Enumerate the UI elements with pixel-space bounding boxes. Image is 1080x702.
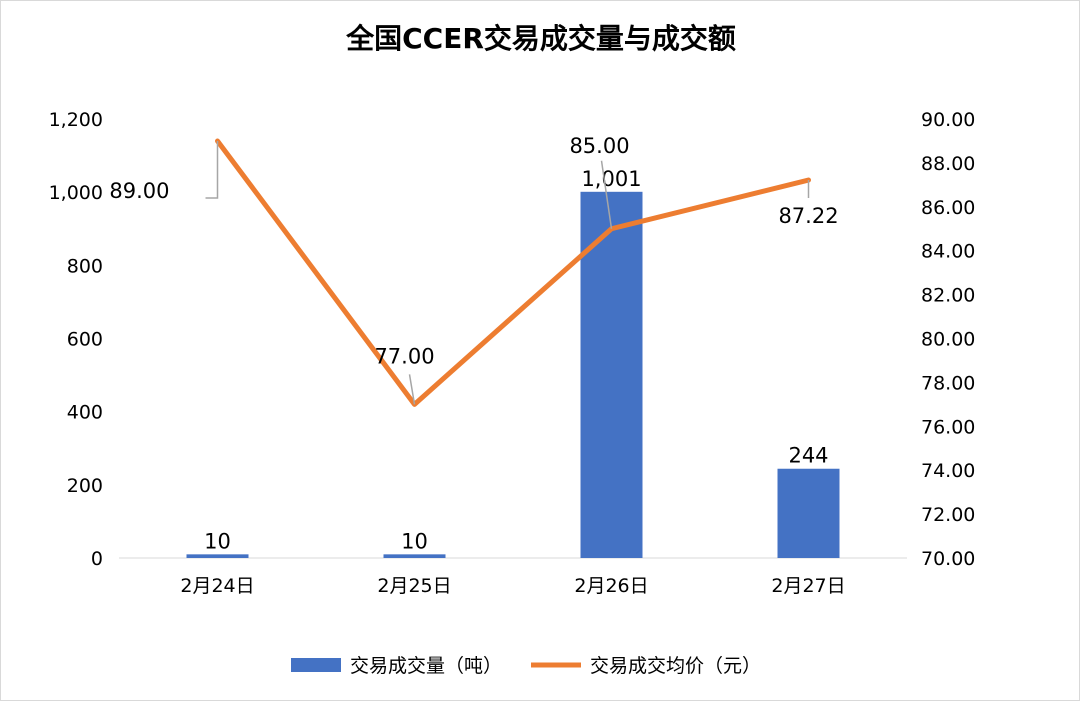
leader-line	[205, 140, 219, 199]
right-tick-label: 88.00	[921, 153, 975, 175]
left-axis: 0 200 400 600 800 1,000 1,200	[49, 109, 103, 570]
bar-data-label: 1,001	[581, 167, 641, 191]
bar-data-labels: 10 10 1,001 244	[204, 167, 828, 554]
right-axis: 70.00 72.00 74.00 76.00 78.00 80.00 82.00 84.00…	[921, 109, 975, 570]
right-tick-label: 72.00	[921, 504, 975, 526]
right-tick-label: 86.00	[921, 197, 975, 219]
line-series	[215, 138, 811, 407]
line-data-labels: 89.00 77.00 85.00 87.22	[109, 134, 839, 405]
right-tick-label: 74.00	[921, 460, 975, 482]
legend-bar-swatch	[291, 658, 341, 672]
left-tick-label: 600	[67, 329, 103, 351]
right-tick-label: 84.00	[921, 241, 975, 263]
category-axis: 2月24日 2月25日 2月26日 2月27日	[180, 575, 845, 597]
line-data-label: 87.22	[778, 204, 838, 228]
left-tick-label: 200	[67, 475, 103, 497]
bar-data-label: 244	[788, 444, 828, 468]
bar-data-label: 10	[401, 529, 428, 553]
left-tick-label: 0	[91, 548, 103, 570]
bar-series	[186, 191, 840, 558]
left-tick-label: 400	[67, 402, 103, 424]
bar	[777, 468, 840, 558]
bar	[186, 554, 249, 558]
price-line	[215, 138, 811, 407]
category-label: 2月26日	[574, 575, 648, 597]
right-tick-label: 78.00	[921, 372, 975, 394]
bar	[383, 554, 446, 558]
bar	[580, 191, 643, 558]
right-tick-label: 90.00	[921, 109, 975, 131]
right-tick-label: 76.00	[921, 416, 975, 438]
leader-line	[408, 374, 416, 405]
right-tick-label: 70.00	[921, 548, 975, 570]
legend: 交易成交量（吨） 交易成交均价（元）	[291, 655, 761, 677]
line-data-label: 89.00	[109, 179, 169, 203]
line-data-label: 85.00	[569, 134, 629, 158]
left-tick-label: 1,000	[49, 182, 103, 204]
legend-bar-label: 交易成交量（吨）	[350, 655, 502, 677]
category-label: 2月24日	[180, 575, 254, 597]
right-tick-label: 82.00	[921, 285, 975, 307]
leader-line	[600, 160, 613, 229]
right-tick-label: 80.00	[921, 329, 975, 351]
category-label: 2月25日	[377, 575, 451, 597]
category-label: 2月27日	[771, 575, 845, 597]
chart-title: 全国CCER交易成交量与成交额	[345, 22, 736, 55]
legend-line-label: 交易成交均价（元）	[590, 655, 761, 677]
bar-data-label: 10	[204, 529, 231, 553]
left-tick-label: 800	[67, 255, 103, 277]
left-tick-label: 1,200	[49, 109, 103, 131]
line-data-label: 77.00	[374, 344, 434, 368]
